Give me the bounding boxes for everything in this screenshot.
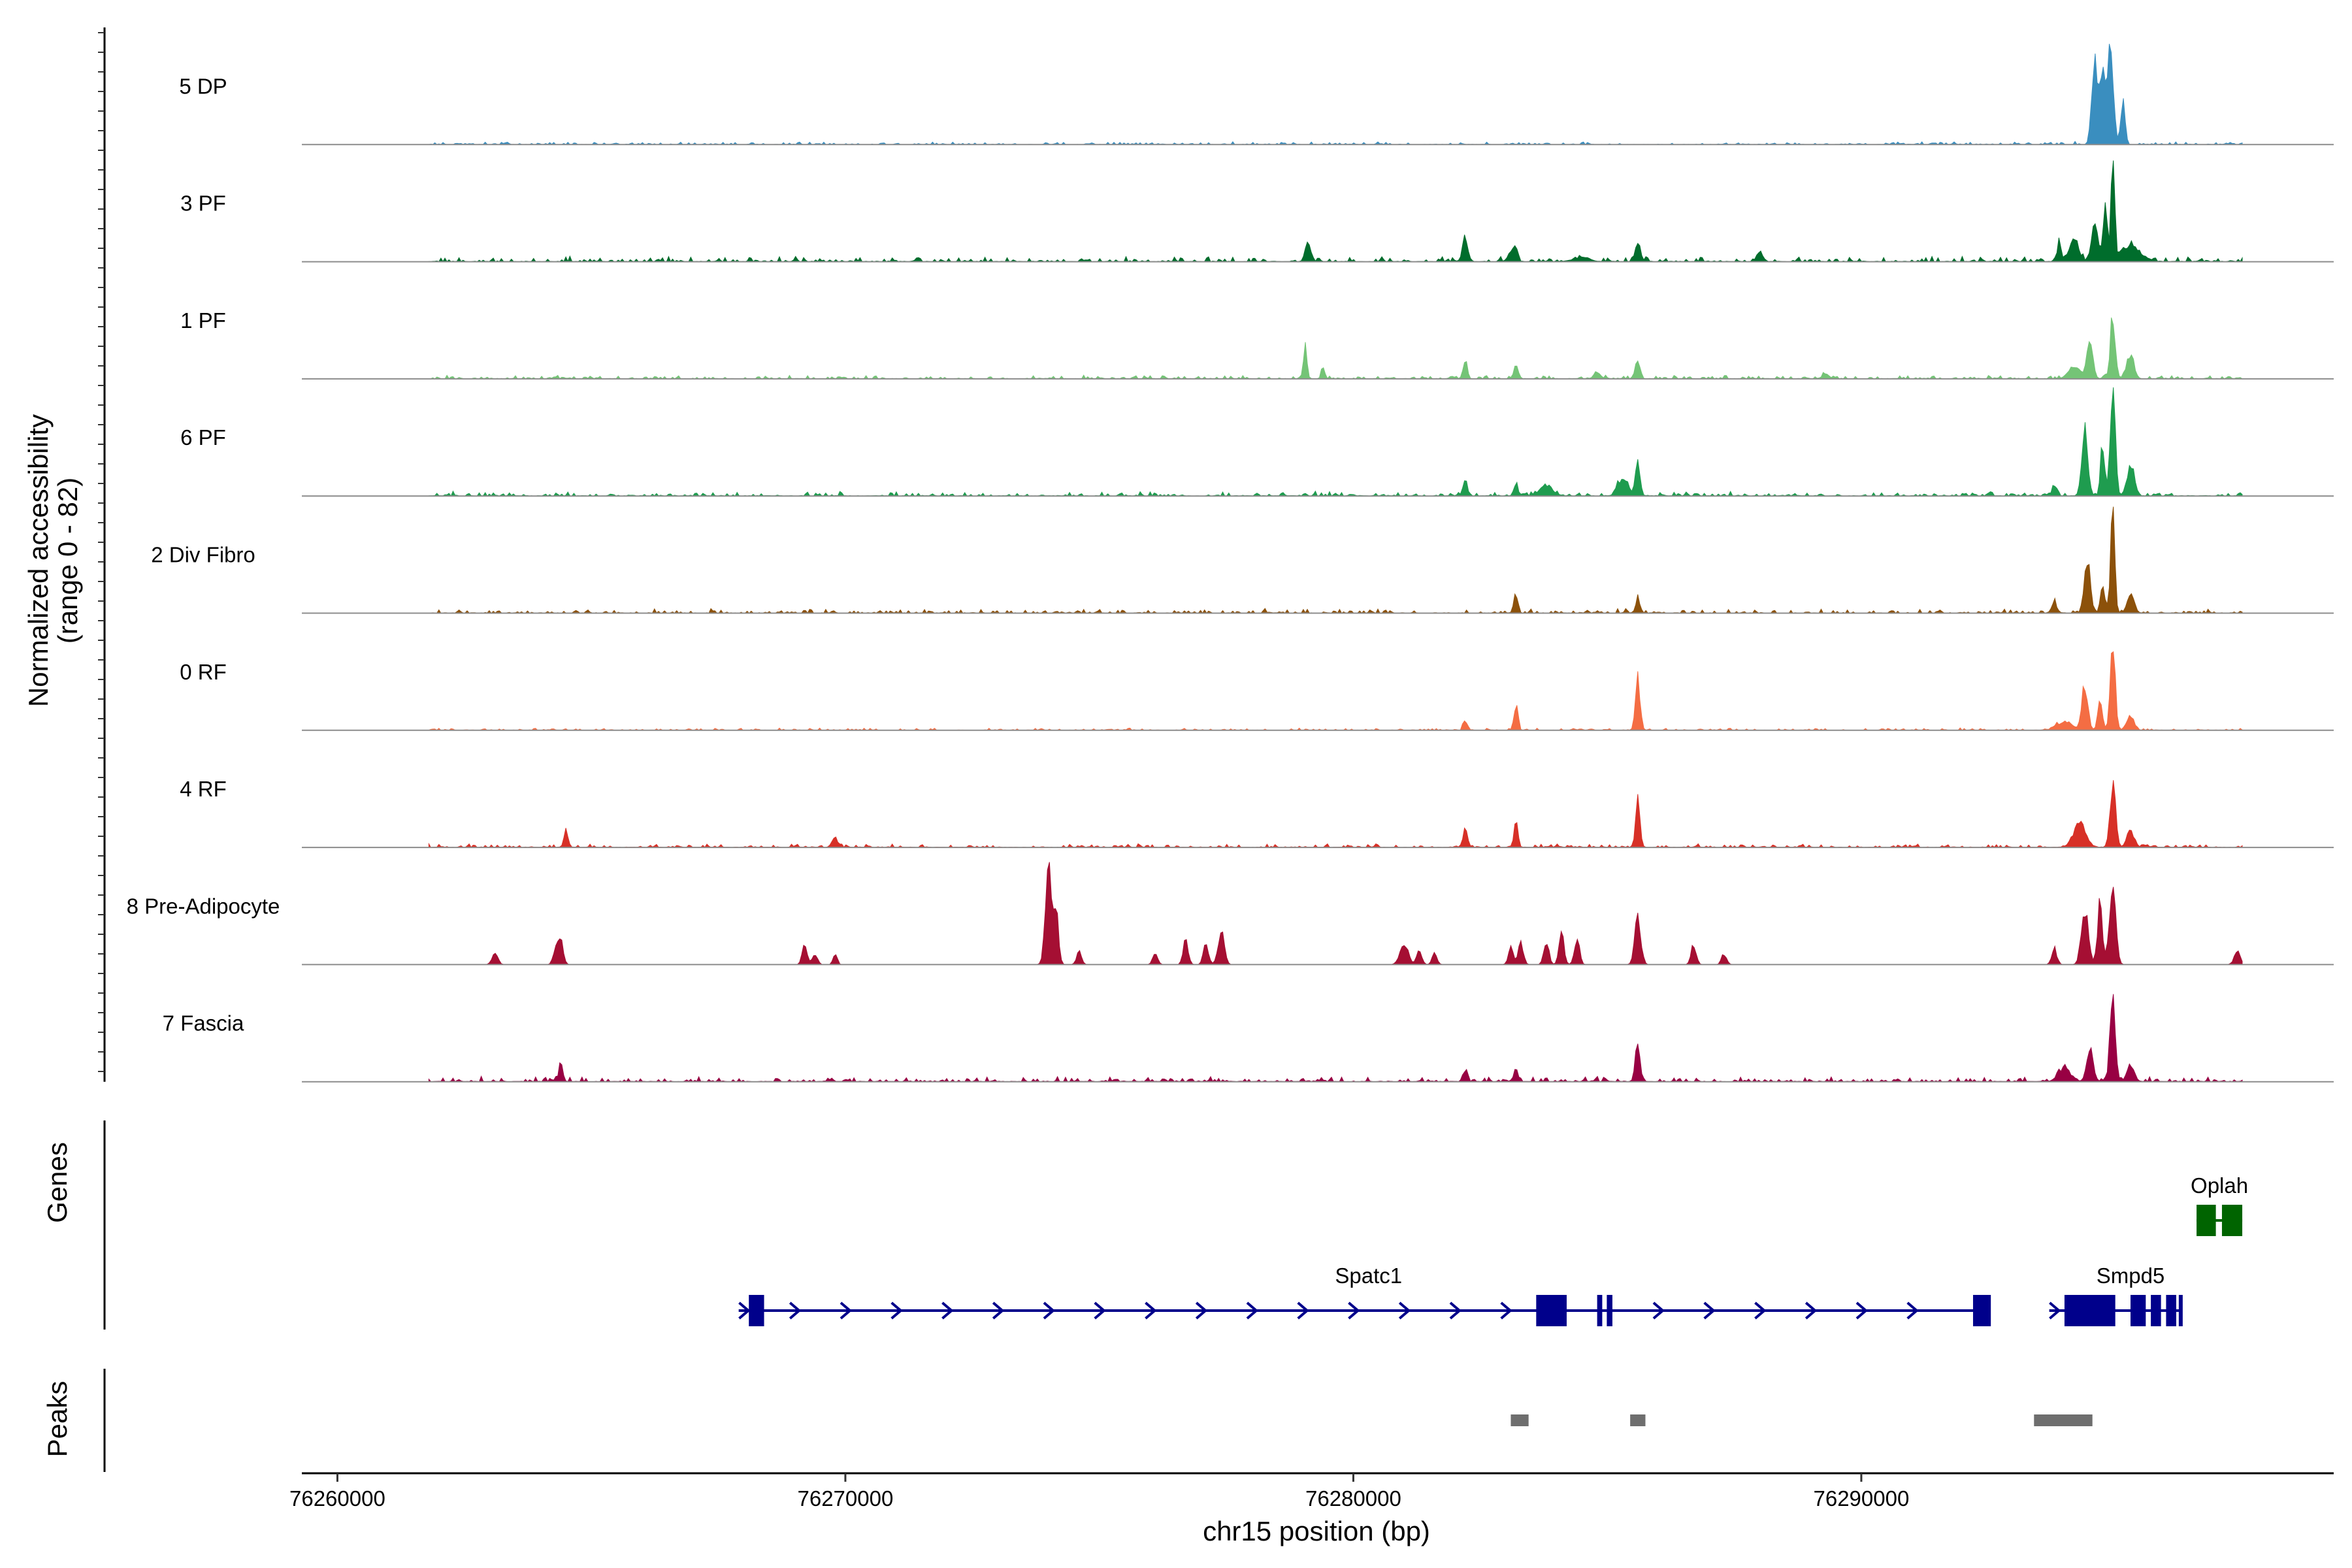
strand-arrow: [789, 1301, 802, 1320]
coverage-area: [428, 387, 2243, 497]
strand-arrow: [1043, 1301, 1056, 1320]
strand-arrow: [840, 1301, 853, 1320]
gene-oplah: Oplah: [2191, 1173, 2248, 1236]
gene-exon: [2197, 1205, 2216, 1236]
track-5-dp: 5 DP: [179, 44, 2334, 146]
strand-arrow: [1500, 1301, 1512, 1320]
track-label: 2 Div Fibro: [151, 543, 255, 567]
peaks-panel-label: Peaks: [42, 1381, 73, 1458]
strand-arrow: [1297, 1301, 1309, 1320]
coverage-area: [428, 651, 2243, 731]
coverage-area: [428, 994, 2243, 1083]
gene-label: Smpd5: [2097, 1264, 2165, 1288]
track-label: 3 PF: [180, 191, 226, 216]
track-2-div-fibro: 2 Div Fibro: [151, 506, 2334, 614]
gene-exon: [2178, 1295, 2183, 1326]
strand-arrow: [1094, 1301, 1106, 1320]
strand-arrow: [1145, 1301, 1157, 1320]
track-label: 8 Pre-Adipocyte: [127, 894, 280, 918]
y-axis-title-line1: Normalized accessibility: [23, 414, 54, 707]
gene-exon: [2151, 1295, 2161, 1326]
strand-arrow: [890, 1301, 903, 1320]
coverage-y-axis: [98, 27, 106, 1082]
gene-annotation-track: Oplah Spatc1 Smpd5: [103, 1120, 2248, 1330]
peaks-track: [103, 1369, 2093, 1472]
strand-arrow: [1906, 1301, 1919, 1320]
track-label: 0 RF: [180, 660, 227, 684]
strand-arrow: [1652, 1301, 1665, 1320]
track-7-fascia: 7 Fascia: [163, 994, 2334, 1083]
strand-arrow: [1855, 1301, 1869, 1320]
gene-smpd5: Smpd5: [2049, 1264, 2183, 1326]
x-axis: 76260000 76270000 76280000 76290000: [289, 1472, 2334, 1511]
gene-exon: [1597, 1295, 1603, 1326]
strand-arrow: [941, 1301, 954, 1320]
track-label: 4 RF: [180, 777, 227, 801]
strand-arrow: [1449, 1301, 1462, 1320]
x-tick-label: 76290000: [1814, 1486, 1910, 1511]
coverage-area: [428, 506, 2243, 614]
strand-arrow: [1398, 1301, 1411, 1320]
track-8-pre-adipocyte: 8 Pre-Adipocyte: [127, 862, 2334, 966]
y-axis-title-line2: (range 0 - 82): [52, 478, 83, 644]
x-tick-label: 76260000: [289, 1486, 385, 1511]
gene-label: Spatc1: [1335, 1264, 1402, 1288]
gene-exon: [1607, 1295, 1612, 1326]
track-label: 5 DP: [179, 74, 227, 98]
gene-spatc1: Spatc1: [738, 1264, 1991, 1326]
strand-arrow: [2049, 1301, 2061, 1320]
coverage-area: [428, 44, 2243, 145]
track-4-rf: 4 RF: [180, 777, 2334, 849]
strand-arrow: [1805, 1301, 1818, 1320]
coverage-area: [428, 160, 2243, 263]
gene-exon: [1972, 1295, 1991, 1326]
gene-exon: [749, 1295, 764, 1326]
coverage-area: [428, 780, 2243, 848]
x-tick-label: 76280000: [1305, 1486, 1401, 1511]
gene-exon: [2131, 1295, 2146, 1326]
track-3-pf: 3 PF: [180, 160, 2334, 263]
x-tick-label: 76270000: [798, 1486, 894, 1511]
strand-arrow: [1348, 1301, 1360, 1320]
x-axis-title: chr15 position (bp): [1203, 1516, 1430, 1546]
track-label: 7 Fascia: [163, 1011, 244, 1036]
coverage-area: [429, 862, 2243, 965]
track-6-pf: 6 PF: [180, 387, 2334, 497]
gene-exon: [2221, 1205, 2243, 1236]
strand-arrow: [738, 1301, 751, 1320]
strand-arrow: [992, 1301, 1005, 1320]
peak-region: [1511, 1414, 1529, 1426]
track-0-rf: 0 RF: [180, 651, 2334, 731]
coverage-area: [428, 317, 2243, 380]
peak-region: [1630, 1414, 1646, 1426]
gene-exon: [2064, 1295, 2115, 1326]
track-label: 6 PF: [180, 425, 226, 449]
gene-exon: [2166, 1295, 2176, 1326]
gene-exon: [1536, 1295, 1567, 1326]
strand-arrow: [1754, 1301, 1767, 1320]
gene-label: Oplah: [2191, 1173, 2248, 1198]
strand-arrow: [1246, 1301, 1259, 1320]
coverage-tracks: 5 DP 3 PF 1 PF 6 PF 2 Div Fibro 0 RF 4 RF 8 Pre…: [127, 44, 2334, 1083]
track-label: 1 PF: [180, 308, 226, 333]
genes-panel-label: Genes: [42, 1142, 73, 1223]
track-1-pf: 1 PF: [180, 308, 2334, 380]
strand-arrow: [1703, 1301, 1716, 1320]
peak-region: [2034, 1414, 2093, 1426]
strand-arrow: [1195, 1301, 1208, 1320]
